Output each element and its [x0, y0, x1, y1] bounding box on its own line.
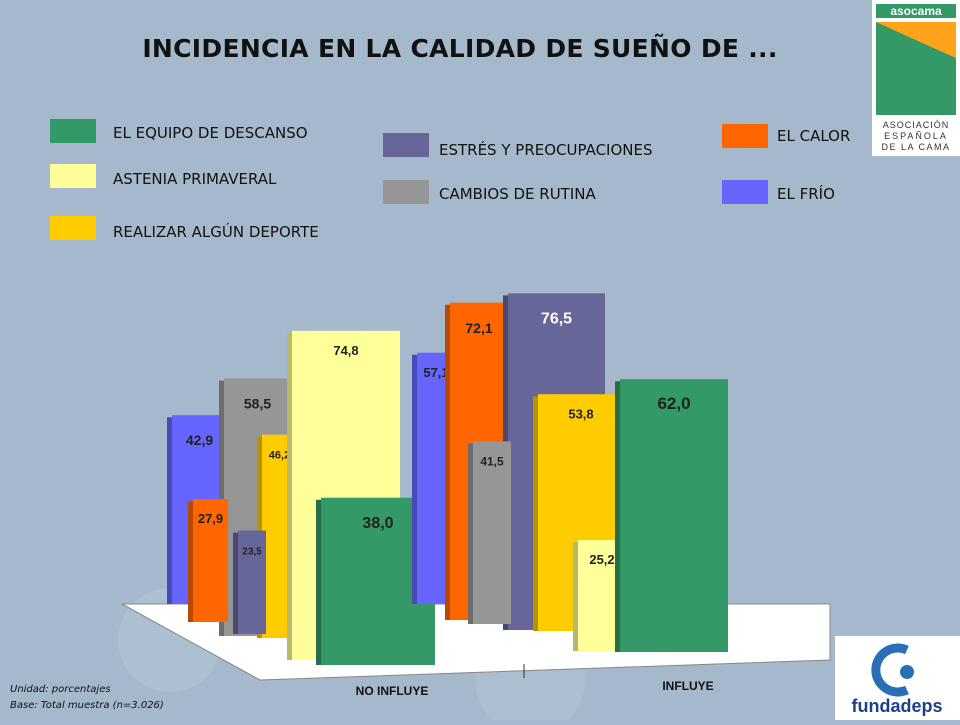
bar-top — [473, 441, 511, 445]
legend-swatch — [722, 124, 768, 148]
legend-label: ASTENIA PRIMAVERAL — [113, 170, 277, 188]
bar: 62,0 — [615, 379, 728, 652]
legend-label: EL EQUIPO DE DESCANSO — [113, 124, 308, 142]
bar-value-label: 41,5 — [480, 454, 504, 468]
fundadeps-logo: fundadeps — [835, 636, 960, 720]
bar-side — [233, 532, 239, 634]
bar-value-label: 23,5 — [242, 547, 262, 558]
legend-swatch — [50, 216, 96, 240]
legend-swatch — [50, 119, 96, 143]
legend-label: ESTRÉS Y PREOCUPACIONES — [439, 141, 653, 159]
bar-top — [238, 530, 266, 534]
legend-label: EL CALOR — [777, 127, 851, 145]
fundadeps-name: fundadeps — [851, 696, 942, 716]
legend-label: CAMBIOS DE RUTINA — [439, 185, 596, 203]
bar: 27,9 — [188, 499, 228, 622]
legend-swatch — [50, 164, 96, 188]
bar-top — [292, 330, 400, 334]
bar-side — [316, 499, 322, 665]
footnote-base: Base: Total muestra (n=3.026) — [10, 700, 164, 711]
bar-value-label: 42,9 — [186, 432, 213, 448]
bar-value-label: 57,1 — [423, 365, 448, 380]
bar-top — [172, 415, 227, 419]
bar-value-label: 62,0 — [657, 394, 690, 413]
bar-value-label: 25,2 — [589, 552, 614, 567]
asocama-line1: ASOCIACIÓN — [883, 120, 950, 130]
legend-swatch — [383, 133, 429, 157]
bar-side — [615, 381, 621, 652]
bar-top — [578, 540, 626, 544]
footnote-unit: Unidad: porcentajes — [10, 684, 111, 695]
bar-value-label: 76,5 — [541, 310, 572, 327]
asocama-name: asocama — [890, 4, 942, 18]
asocama-logo-mark: asocama ASOCIACIÓN ESPAÑOLA DE LA CAMA — [876, 4, 956, 152]
bar-top — [224, 378, 291, 382]
legend-swatch — [722, 180, 768, 204]
asocama-logo: asocama ASOCIACIÓN ESPAÑOLA DE LA CAMA — [872, 0, 960, 156]
bar-value-label: 38,0 — [362, 515, 393, 532]
legend-label: EL FRÍO — [777, 185, 835, 203]
asocama-line2: ESPAÑOLA — [884, 131, 948, 141]
bar-side — [287, 332, 293, 660]
bar-side — [412, 354, 418, 604]
bar-value-label: 46,2 — [269, 450, 290, 462]
bar: 41,5 — [468, 441, 511, 624]
bar-front — [193, 499, 228, 622]
bar-side — [468, 443, 474, 624]
bar-side — [573, 542, 579, 651]
bar-front — [473, 441, 511, 624]
bar-value-label: 53,8 — [568, 406, 593, 421]
bar-value-label: 74,8 — [333, 343, 358, 358]
bar-side — [445, 304, 451, 620]
bar-front — [238, 530, 266, 634]
bar-top — [538, 394, 624, 398]
bar-side — [533, 396, 539, 631]
asocama-line3: DE LA CAMA — [881, 142, 950, 152]
bar-top — [321, 497, 435, 501]
chart-title: INCIDENCIA EN LA CALIDAD DE SUEÑO DE ... — [142, 34, 778, 63]
x-category-label: NO INFLUYE — [356, 684, 429, 698]
bar-value-label: 58,5 — [244, 396, 271, 412]
bar-top — [262, 434, 297, 438]
fundadeps-logo-mark: fundadeps — [851, 643, 943, 716]
bar-top — [450, 302, 508, 306]
bar-side — [188, 501, 194, 622]
bar-value-label: 72,1 — [465, 320, 492, 336]
legend-swatch — [383, 180, 429, 204]
bar-top — [508, 293, 605, 297]
bar-top — [620, 379, 728, 383]
bar-top — [417, 352, 455, 356]
bars-group: 42,9 58,5 27,9 46,2 23,5 74,8 38,0 57,1 72,1 76,5… — [167, 293, 728, 665]
bar-value-label: 27,9 — [198, 511, 223, 526]
legend-label: REALIZAR ALGÚN DEPORTE — [113, 223, 319, 241]
x-category-label: INFLUYE — [662, 679, 713, 693]
bar-top — [193, 499, 228, 503]
bar: 23,5 — [233, 530, 266, 634]
bar-front — [620, 379, 728, 652]
bar-side — [167, 417, 173, 604]
